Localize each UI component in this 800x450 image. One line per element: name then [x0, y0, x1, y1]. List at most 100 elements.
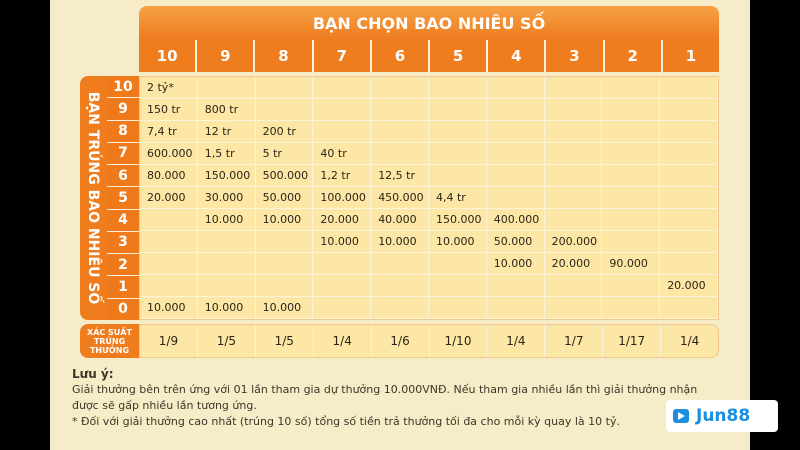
note-line: Giải thưởng bên trên ứng với 01 lần tham…	[72, 383, 698, 396]
prize-cell: 4,4 tr	[428, 187, 487, 209]
matched-count-side-label: BẠN TRÚNG BAO NHIÊU SỐ	[80, 76, 107, 320]
prize-cell	[602, 209, 661, 231]
prize-cell: 10.000	[486, 253, 545, 275]
prize-cell	[486, 297, 545, 319]
row-label: 7	[107, 142, 139, 166]
header-col: 8	[255, 40, 314, 72]
prize-cell	[313, 297, 372, 319]
prize-cell	[660, 143, 718, 165]
prize-cell	[197, 253, 256, 275]
header-col: 7	[314, 40, 372, 72]
prize-cell	[428, 143, 487, 165]
prize-cell	[602, 231, 661, 253]
probability-cell: 1/4	[679, 334, 700, 348]
prize-cell	[660, 297, 718, 319]
prize-cell	[544, 275, 603, 297]
probability-cell: 1/5	[198, 325, 256, 357]
prize-cell: 20.000	[313, 209, 372, 231]
prize-cell: 30.000	[197, 187, 256, 209]
probability-cell: 1/7	[545, 325, 604, 357]
prize-cell	[486, 121, 545, 143]
prize-cell	[313, 77, 372, 99]
note-section: Lưu ý: Giải thưởng bên trên ứng với 01 l…	[72, 366, 732, 430]
prize-cell: 10.000	[255, 297, 314, 319]
row-label: 5	[107, 187, 139, 210]
prize-cell	[140, 231, 198, 253]
header-col: 1	[685, 47, 697, 65]
prize-cell	[197, 275, 256, 297]
prize-cell	[602, 275, 661, 297]
chosen-count-header: 10 9 8 7 6 5 4 3 2 1	[139, 40, 719, 72]
prize-cell: 12,5 tr	[371, 165, 429, 187]
row-label: 3	[107, 231, 139, 255]
prize-cell: 10.000	[197, 209, 256, 231]
probability-cell: 1/10	[430, 325, 488, 357]
prize-cell: 5 tr	[255, 143, 314, 165]
prize-cell	[602, 187, 661, 209]
prize-cell: 600.000	[140, 143, 198, 165]
row-label: 10	[107, 76, 139, 99]
prize-cell	[660, 231, 718, 253]
probability-cell: 1/4	[487, 325, 546, 357]
prize-cell: 200 tr	[255, 121, 314, 143]
probability-label-line: XÁC SUẤT	[87, 327, 132, 337]
prize-cell	[140, 275, 198, 297]
header-col: 9	[197, 40, 256, 72]
prize-cell: 800 tr	[197, 99, 256, 121]
prize-cell	[428, 165, 487, 187]
prize-cell	[602, 297, 661, 319]
note-title: Lưu ý:	[72, 367, 114, 381]
prize-cell: 100.000	[313, 187, 372, 209]
prize-cell	[428, 275, 487, 297]
prize-cell	[313, 121, 372, 143]
prize-cell	[660, 187, 718, 209]
prize-cell	[371, 297, 429, 319]
row-label: 2	[107, 254, 139, 277]
prize-cell: 50.000	[255, 187, 314, 209]
prize-cell	[371, 253, 429, 275]
prize-cell: 1,2 tr	[313, 165, 372, 187]
prize-cell	[660, 253, 718, 275]
prize-cell: 2 tỷ*	[140, 77, 198, 99]
row-label: 0	[107, 298, 139, 320]
prize-cell	[544, 165, 603, 187]
prize-cell	[660, 121, 718, 143]
prize-cell	[371, 143, 429, 165]
prize-cell	[140, 253, 198, 275]
prize-cell	[544, 121, 603, 143]
prize-cell: 10.000	[371, 231, 429, 253]
prize-cell: 20.000	[140, 187, 198, 209]
row-label: 9	[107, 98, 139, 121]
header-col: 4	[488, 40, 547, 72]
table-title-text: BẠN CHỌN BAO NHIÊU SỐ	[312, 13, 546, 33]
prize-cell	[313, 275, 372, 297]
row-label: 8	[107, 120, 139, 143]
probability-cell: 1/17	[603, 325, 662, 357]
prize-cell: 10.000	[313, 231, 372, 253]
prize-cell: 200.000	[544, 231, 603, 253]
prize-cell	[602, 143, 661, 165]
prize-cell	[255, 275, 314, 297]
prize-cell: 150.000	[428, 209, 487, 231]
prize-cell: 10.000	[255, 209, 314, 231]
prize-cell: 40.000	[371, 209, 429, 231]
prize-cell	[602, 77, 661, 99]
prize-cell: 90.000	[602, 253, 661, 275]
probability-cell: 1/9	[140, 325, 198, 357]
prize-cell	[197, 231, 256, 253]
prize-cell: 10.000	[197, 297, 256, 319]
probability-cell: 1/6	[372, 325, 430, 357]
prize-cell	[544, 297, 603, 319]
prize-cell	[660, 165, 718, 187]
row-label: 1	[107, 276, 139, 299]
note-line: được sẽ gấp nhiều lần tương ứng.	[72, 399, 257, 412]
prize-cell	[486, 187, 545, 209]
prize-cell	[486, 165, 545, 187]
prize-cell	[486, 99, 545, 121]
row-label: 4	[107, 209, 139, 232]
prize-cell: 10.000	[428, 231, 487, 253]
prize-cell	[428, 253, 487, 275]
header-col: 10	[139, 40, 198, 72]
prize-cell	[486, 143, 545, 165]
note-line: * Đối với giải thưởng cao nhất (trúng 10…	[72, 415, 620, 428]
